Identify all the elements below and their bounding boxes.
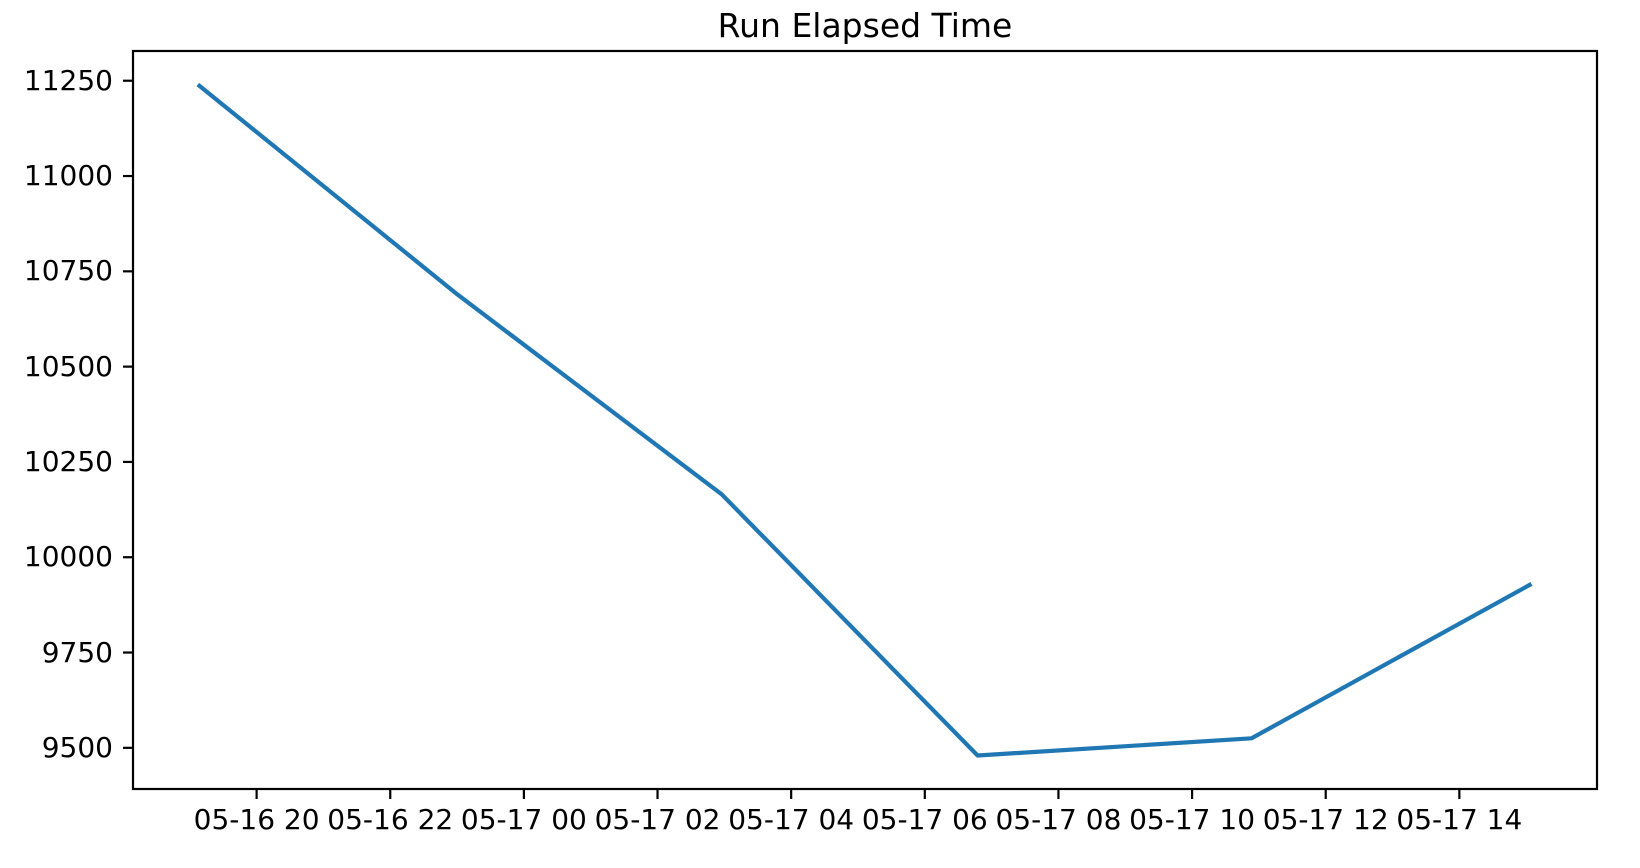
- y-tick-label: 10500: [23, 349, 113, 383]
- y-tick-label: 11250: [23, 63, 113, 97]
- y-tick-label: 10250: [23, 444, 113, 478]
- x-tick-label: 05-17 06: [861, 803, 988, 836]
- data-line: [196, 82, 1533, 758]
- x-tick-label: 05-17 12: [1262, 803, 1389, 836]
- y-tick-label: 11000: [23, 159, 113, 193]
- x-tick-label: 05-16 20: [193, 803, 320, 836]
- x-tick-label: 05-17 02: [594, 803, 721, 836]
- x-tick-label: 05-17 10: [1129, 803, 1256, 836]
- x-tick-label: 05-17 04: [728, 803, 855, 836]
- y-tick-label: 9750: [41, 635, 113, 669]
- y-tick-label: 10000: [23, 540, 113, 574]
- y-tick-label: 9500: [41, 730, 113, 764]
- plot-area-border: [131, 49, 1599, 791]
- x-tick-label: 05-17 08: [995, 803, 1122, 836]
- y-tick-label: 10750: [23, 254, 113, 288]
- x-tick-label: 05-16 22: [327, 803, 454, 836]
- chart-title: Run Elapsed Time: [717, 6, 1013, 45]
- x-tick-label: 05-17 14: [1396, 803, 1523, 836]
- x-tick-label: 05-17 00: [460, 803, 587, 836]
